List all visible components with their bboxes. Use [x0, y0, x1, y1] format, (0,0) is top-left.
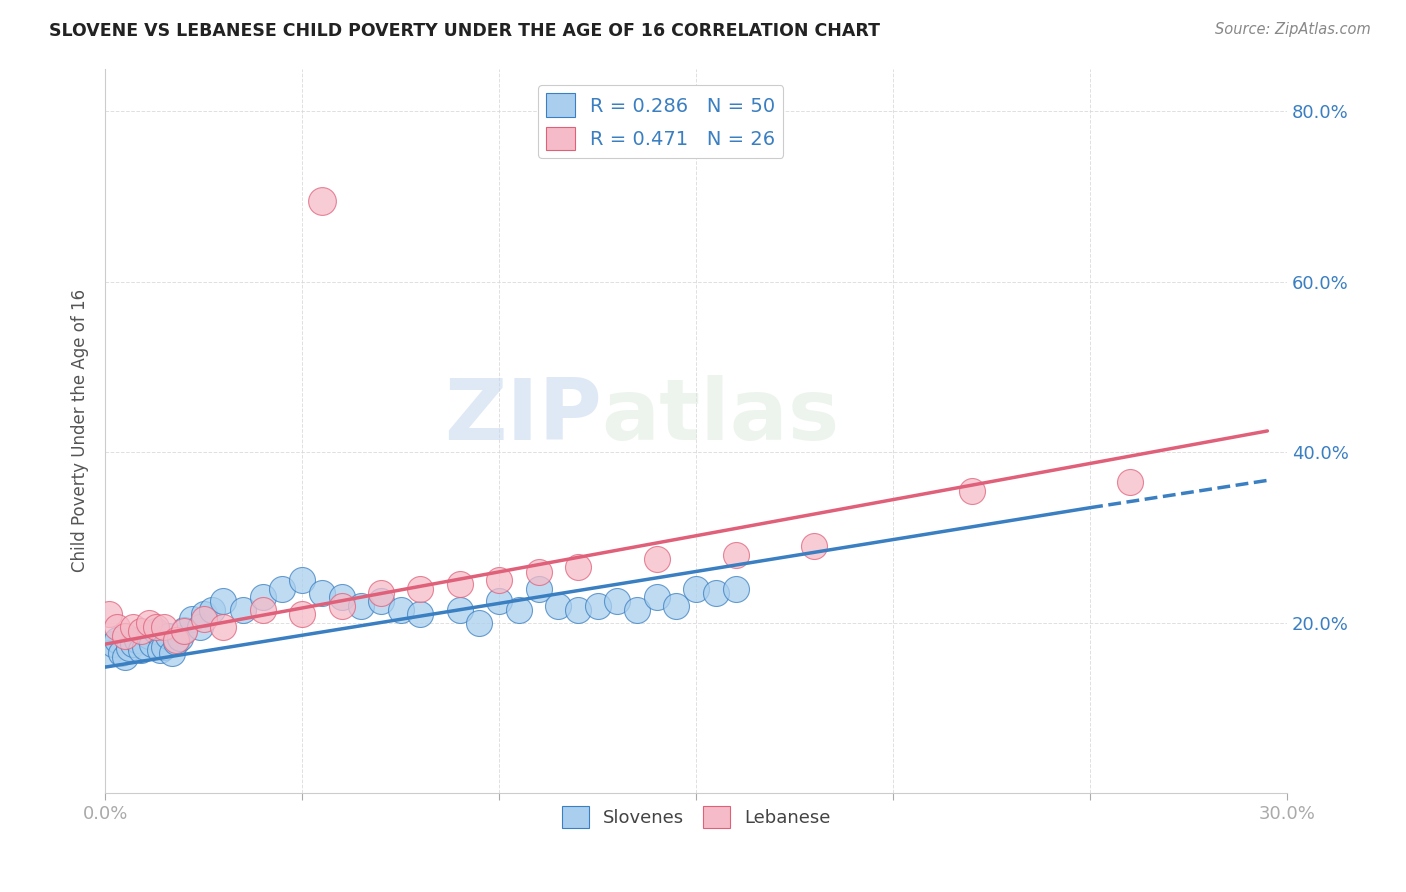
- Point: [169, 631, 191, 645]
- Point: [98, 607, 121, 622]
- Point: [193, 607, 215, 622]
- Point: [724, 548, 747, 562]
- Text: atlas: atlas: [602, 375, 839, 458]
- Point: [149, 643, 172, 657]
- Point: [409, 607, 432, 622]
- Point: [157, 629, 180, 643]
- Point: [370, 594, 392, 608]
- Point: [468, 615, 491, 630]
- Text: Source: ZipAtlas.com: Source: ZipAtlas.com: [1215, 22, 1371, 37]
- Point: [212, 594, 235, 608]
- Point: [252, 591, 274, 605]
- Point: [488, 594, 510, 608]
- Point: [606, 594, 628, 608]
- Point: [586, 599, 609, 613]
- Point: [527, 565, 550, 579]
- Point: [121, 637, 143, 651]
- Point: [105, 632, 128, 647]
- Point: [212, 620, 235, 634]
- Point: [129, 643, 152, 657]
- Point: [330, 591, 353, 605]
- Point: [803, 539, 825, 553]
- Point: [232, 603, 254, 617]
- Point: [567, 603, 589, 617]
- Point: [960, 483, 983, 498]
- Point: [114, 629, 136, 643]
- Text: SLOVENE VS LEBANESE CHILD POVERTY UNDER THE AGE OF 16 CORRELATION CHART: SLOVENE VS LEBANESE CHILD POVERTY UNDER …: [49, 22, 880, 40]
- Point: [200, 603, 222, 617]
- Point: [105, 620, 128, 634]
- Point: [1118, 475, 1140, 489]
- Point: [449, 603, 471, 617]
- Point: [311, 194, 333, 208]
- Point: [409, 582, 432, 596]
- Y-axis label: Child Poverty Under the Age of 16: Child Poverty Under the Age of 16: [72, 289, 89, 573]
- Point: [527, 582, 550, 596]
- Point: [252, 603, 274, 617]
- Point: [330, 599, 353, 613]
- Point: [685, 582, 707, 596]
- Point: [165, 632, 187, 647]
- Point: [193, 611, 215, 625]
- Point: [370, 586, 392, 600]
- Point: [153, 620, 176, 634]
- Point: [98, 646, 121, 660]
- Point: [645, 591, 668, 605]
- Point: [508, 603, 530, 617]
- Point: [626, 603, 648, 617]
- Point: [488, 573, 510, 587]
- Point: [724, 582, 747, 596]
- Point: [665, 599, 688, 613]
- Point: [145, 624, 167, 639]
- Point: [138, 615, 160, 630]
- Point: [271, 582, 294, 596]
- Point: [547, 599, 569, 613]
- Point: [145, 620, 167, 634]
- Point: [350, 599, 373, 613]
- Point: [134, 640, 156, 654]
- Point: [567, 560, 589, 574]
- Point: [110, 646, 132, 660]
- Point: [291, 607, 314, 622]
- Point: [449, 577, 471, 591]
- Point: [173, 623, 195, 637]
- Point: [101, 637, 124, 651]
- Text: ZIP: ZIP: [444, 375, 602, 458]
- Point: [389, 603, 412, 617]
- Point: [165, 634, 187, 648]
- Point: [188, 620, 211, 634]
- Point: [645, 552, 668, 566]
- Point: [114, 649, 136, 664]
- Point: [180, 611, 202, 625]
- Point: [138, 629, 160, 643]
- Point: [141, 637, 163, 651]
- Point: [129, 624, 152, 639]
- Point: [311, 586, 333, 600]
- Point: [121, 620, 143, 634]
- Point: [704, 586, 727, 600]
- Point: [153, 640, 176, 654]
- Legend: Slovenes, Lebanese: Slovenes, Lebanese: [554, 798, 838, 835]
- Point: [173, 624, 195, 639]
- Point: [160, 646, 183, 660]
- Point: [291, 573, 314, 587]
- Point: [118, 641, 141, 656]
- Point: [125, 632, 148, 647]
